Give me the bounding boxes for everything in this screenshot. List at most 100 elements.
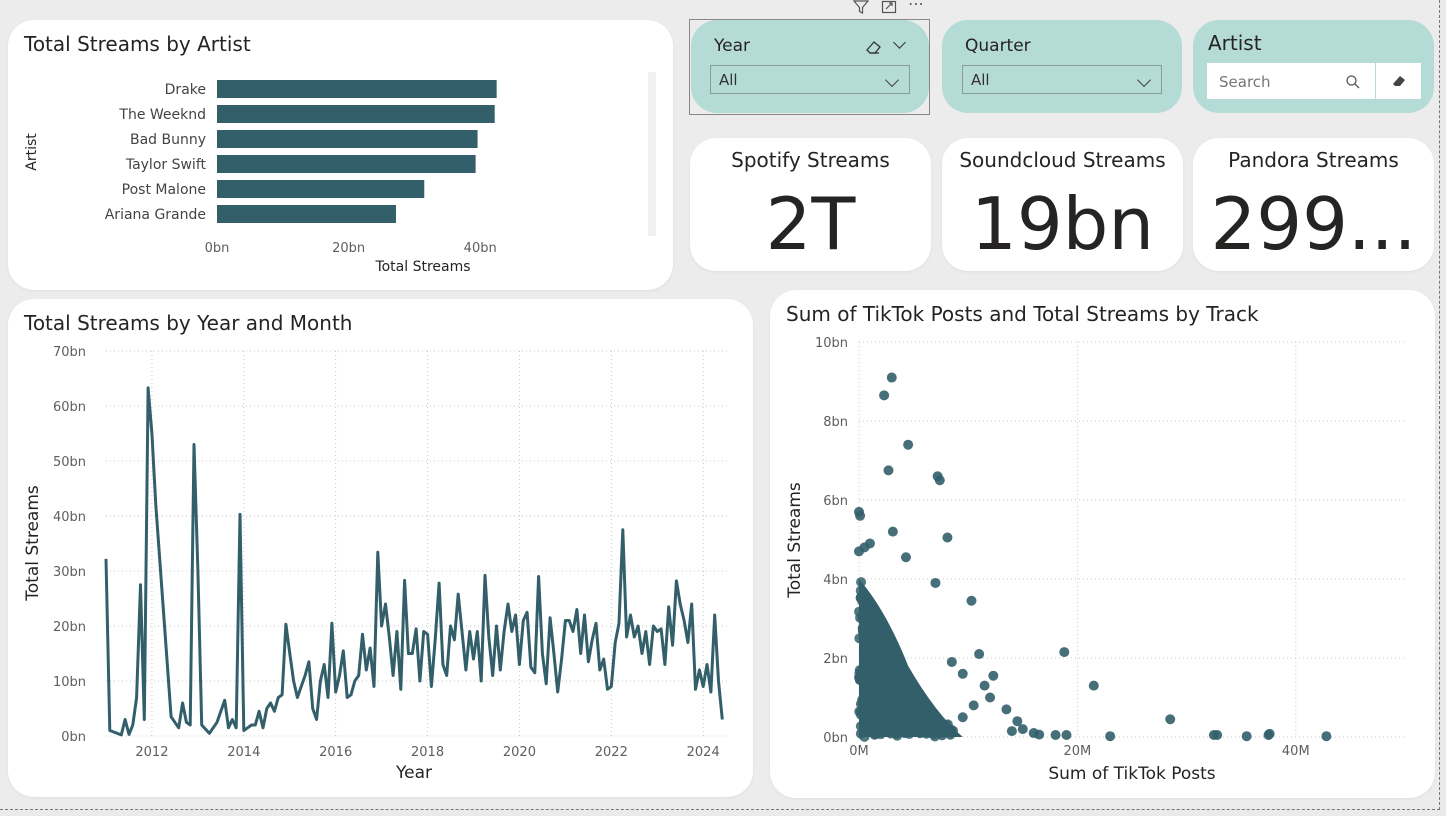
scatter-point (906, 725, 917, 736)
eraser-icon[interactable] (864, 38, 884, 56)
year-dropdown-value: All (719, 71, 738, 89)
scatter-point (855, 510, 866, 521)
scatter-point (881, 676, 892, 687)
scatter-point (857, 626, 868, 637)
bar-chart-scrollbar[interactable] (648, 72, 656, 236)
x-axis-label: Sum of TikTok Posts (1048, 764, 1215, 784)
bar (217, 80, 497, 98)
x-axis-label: Total Streams (374, 259, 470, 275)
scatter-point (872, 635, 883, 646)
scatter-point (966, 595, 977, 606)
visual-header-toolbar: ⋯ (848, 0, 932, 18)
scatter-point (1105, 731, 1116, 742)
kpi-value: 19bn (971, 182, 1154, 266)
kpi-title: Spotify Streams (731, 148, 890, 172)
scatter-point (1165, 714, 1176, 725)
scatter-point (934, 475, 945, 486)
search-icon[interactable] (1345, 74, 1361, 90)
scatter-point (874, 647, 885, 658)
scatter-point (985, 692, 996, 703)
more-options-icon[interactable]: ⋯ (908, 0, 924, 13)
scatter-point (864, 667, 875, 678)
scatter-point (1241, 731, 1252, 742)
scatter-point (859, 542, 870, 553)
scatter-point (883, 465, 894, 476)
bar-category-label: Bad Bunny (130, 132, 206, 148)
scatter-point (882, 720, 893, 731)
scatter-point (979, 680, 990, 691)
scatter-point (855, 698, 866, 709)
x-tick-label: 2016 (319, 745, 352, 760)
quarter-dropdown-value: All (971, 71, 990, 89)
scatter-point (903, 439, 914, 450)
scatter-chart: 0bn 2bn 4bn 6bn 8bn 10bn 0M 20M 40M Sum of TikTok… (785, 336, 1405, 784)
kpi-title: Pandora Streams (1228, 148, 1399, 172)
scatter-point (866, 675, 877, 686)
kpi-card-soundcloud: Soundcloud Streams 19bn (942, 138, 1183, 271)
y-axis-label: Total Streams (23, 485, 43, 602)
year-dropdown[interactable]: All (710, 65, 910, 94)
x-tick-label: 0bn (205, 241, 230, 256)
scatter-point (1006, 726, 1017, 737)
x-tick-label: 0M (849, 744, 869, 759)
scatter-point (890, 728, 901, 739)
y-tick-label: 10bn (53, 675, 86, 690)
kpi-title: Soundcloud Streams (959, 148, 1166, 172)
scatter-point (935, 726, 946, 737)
focus-mode-icon[interactable] (880, 0, 898, 16)
scatter-point (1088, 680, 1099, 691)
artist-slicer-title: Artist (1208, 31, 1262, 55)
scatter-point (968, 700, 979, 711)
scatter-chart-title: Sum of TikTok Posts and Total Streams by… (786, 302, 1259, 326)
chevron-down-icon[interactable] (893, 36, 906, 49)
kpi-value: 2T (765, 182, 856, 266)
artist-search-input[interactable] (1217, 70, 1341, 94)
scatter-point (886, 372, 897, 383)
bar-category-label: Post Malone (122, 182, 206, 198)
scatter-point (913, 717, 924, 728)
quarter-dropdown[interactable]: All (962, 65, 1162, 94)
scatter-point (855, 721, 866, 732)
bar-category-label: The Weeknd (118, 107, 206, 123)
scatter-point (942, 532, 953, 543)
scatter-point (916, 706, 927, 717)
scatter-point (884, 710, 895, 721)
scatter-point (930, 577, 941, 588)
artist-slicer[interactable]: Artist (1193, 20, 1434, 113)
scatter-point (896, 683, 907, 694)
scatter-point (859, 731, 870, 742)
year-slicer-selection-frame (689, 19, 930, 115)
clear-search-eraser-icon[interactable] (1390, 73, 1408, 89)
scatter-point (854, 675, 865, 686)
year-slicer[interactable]: Year All (691, 20, 929, 113)
scatter-point (901, 696, 912, 707)
bar-category-label: Taylor Swift (125, 157, 207, 173)
bar (217, 105, 495, 123)
x-tick-label: 40bn (464, 241, 497, 256)
artist-search-box[interactable] (1207, 63, 1421, 99)
scatter-point (900, 552, 911, 563)
scatter-point (946, 724, 957, 735)
scatter-point (881, 690, 892, 701)
y-tick-label: 2bn (823, 652, 848, 667)
scatter-point (1012, 716, 1023, 727)
kpi-value: 299... (1210, 182, 1417, 266)
bar-category-label: Drake (165, 82, 206, 98)
search-divider (1375, 63, 1376, 99)
scatter-point (855, 709, 866, 720)
scatter-point (1264, 728, 1275, 739)
y-tick-label: 0bn (61, 730, 86, 745)
kpi-card-spotify: Spotify Streams 2T (690, 138, 931, 271)
bar-category-label: Ariana Grande (105, 207, 206, 223)
y-tick-label: 30bn (53, 565, 86, 580)
scatter-point (988, 670, 999, 681)
scatter-point (946, 656, 957, 667)
filter-icon[interactable] (852, 0, 870, 16)
scatter-point (1028, 728, 1039, 739)
bar-chart-title: Total Streams by Artist (24, 32, 251, 56)
x-tick-label: 2018 (411, 745, 444, 760)
scatter-point (864, 702, 875, 713)
quarter-slicer[interactable]: Quarter All (942, 20, 1182, 113)
y-tick-label: 6bn (823, 494, 848, 509)
scatter-point (1212, 730, 1223, 741)
